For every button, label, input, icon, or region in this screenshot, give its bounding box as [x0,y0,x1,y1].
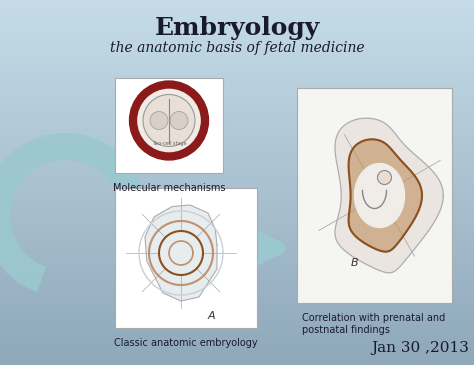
Text: Correlation with prenatal and
postnatal findings: Correlation with prenatal and postnatal … [302,313,445,335]
Polygon shape [116,208,151,231]
FancyBboxPatch shape [115,78,223,173]
Circle shape [150,111,168,130]
Text: Classic anatomic embryology: Classic anatomic embryology [114,338,258,348]
Text: Two-cell stage: Two-cell stage [152,142,186,146]
Circle shape [133,85,205,157]
Polygon shape [145,205,217,301]
Polygon shape [0,133,146,292]
Text: the anatomic basis of fetal medicine: the anatomic basis of fetal medicine [109,41,365,55]
Text: Embryology: Embryology [155,16,319,40]
FancyBboxPatch shape [115,188,257,328]
Polygon shape [348,139,422,252]
Circle shape [143,95,195,146]
Text: Jan 30 ,2013: Jan 30 ,2013 [371,341,469,355]
Text: A: A [207,311,215,321]
Circle shape [377,170,392,184]
Text: B: B [351,258,358,268]
Polygon shape [355,164,404,227]
Circle shape [170,111,188,130]
Text: Molecular mechanisms: Molecular mechanisms [113,183,225,193]
Polygon shape [335,118,443,273]
FancyBboxPatch shape [297,88,452,303]
